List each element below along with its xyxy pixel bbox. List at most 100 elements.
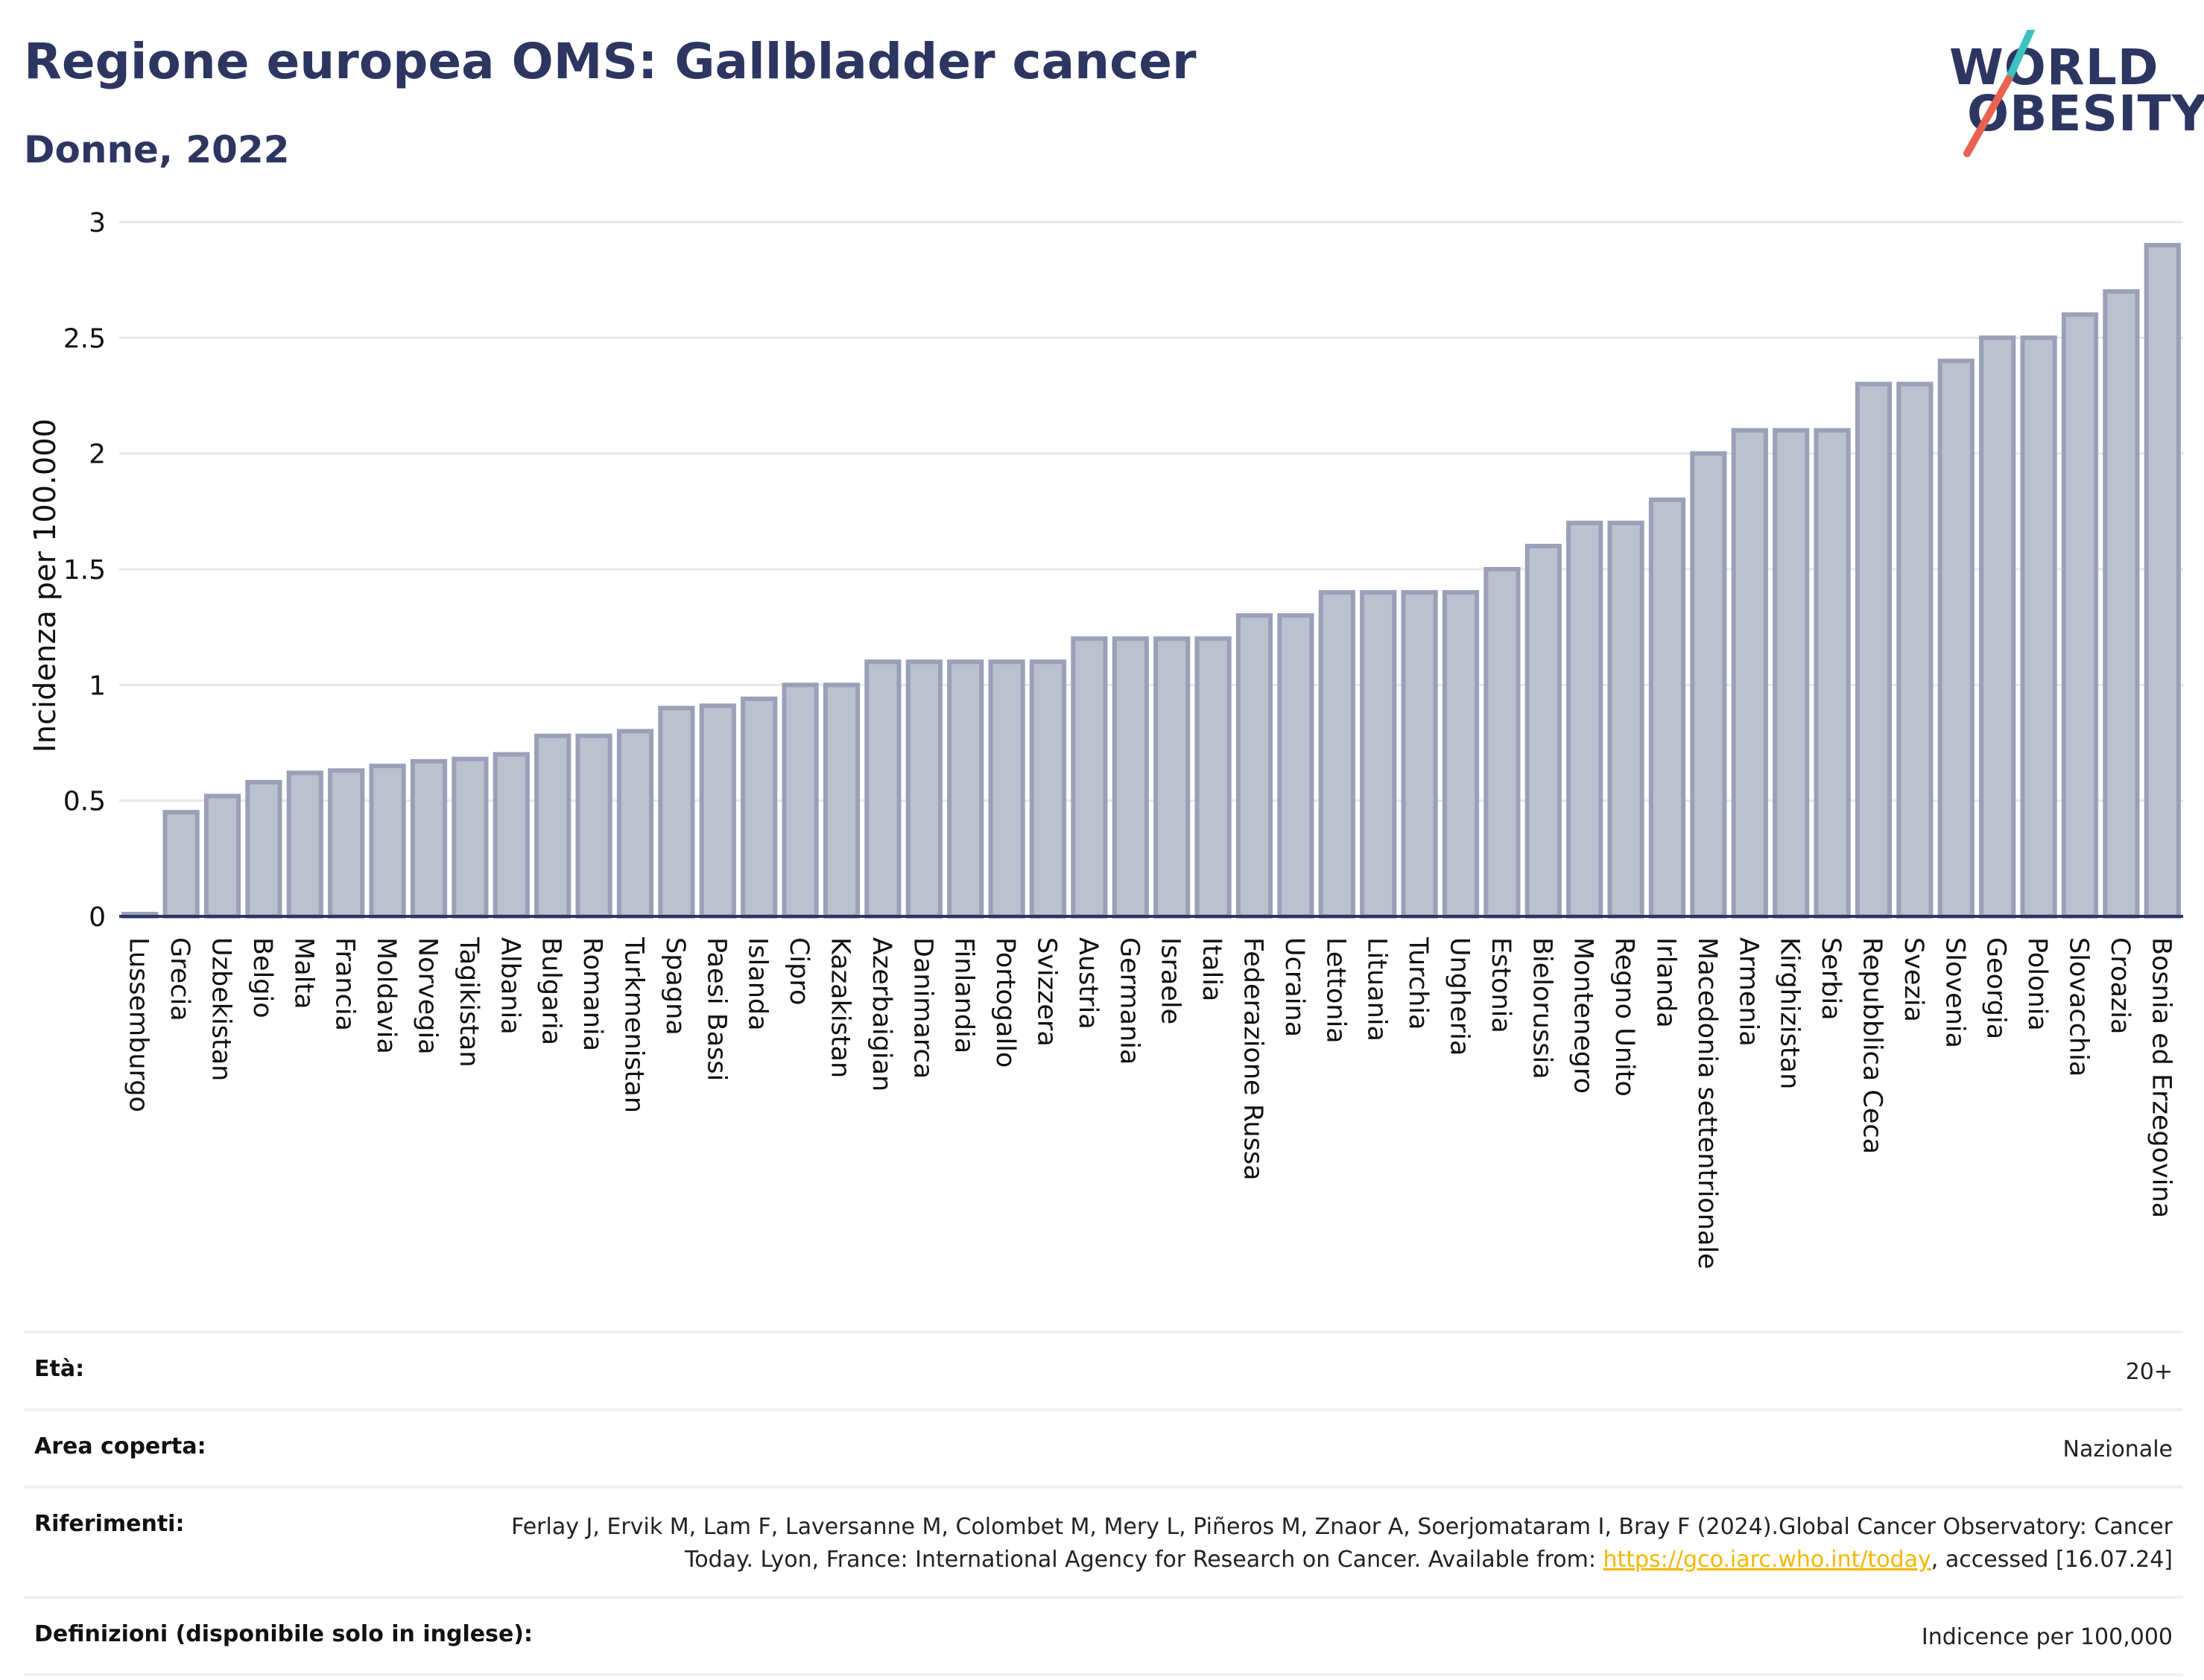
x-tick-label: Italia bbox=[1197, 937, 1226, 1001]
references-link[interactable]: https://gco.iarc.who.int/today bbox=[1603, 1547, 1931, 1573]
x-tick-label: Romania bbox=[577, 937, 607, 1051]
bar bbox=[782, 682, 819, 919]
chart-title: Regione europea OMS: Gallbladder cancer bbox=[24, 33, 1197, 90]
x-tick-label: Croazia bbox=[2105, 937, 2135, 1034]
x-tick-label: Turkmenistan bbox=[619, 936, 649, 1113]
bar bbox=[493, 752, 530, 919]
bar bbox=[823, 682, 861, 919]
bar bbox=[1607, 520, 1644, 919]
x-tick-label: Georgia bbox=[1981, 937, 2011, 1039]
x-tick-label: Germania bbox=[1114, 937, 1144, 1065]
bar bbox=[1690, 451, 1727, 919]
x-tick-label: Paesi Bassi bbox=[701, 937, 731, 1081]
x-tick-label: Portogallo bbox=[990, 937, 1020, 1068]
bar bbox=[1896, 381, 1934, 919]
x-tick-label: Bulgaria bbox=[536, 937, 566, 1045]
bar bbox=[328, 768, 365, 919]
x-tick-label: Ucraina bbox=[1279, 937, 1309, 1037]
x-tick-label: Norvegia bbox=[413, 937, 443, 1055]
age-label: Età: bbox=[34, 1356, 85, 1382]
x-tick-label: Estonia bbox=[1486, 937, 1516, 1033]
references-text-end: , accessed [16.07.24] bbox=[1931, 1547, 2173, 1573]
x-tick-label: Bielorussia bbox=[1527, 937, 1557, 1080]
definitions-label: Definizioni (disponibile solo in inglese… bbox=[34, 1621, 533, 1647]
y-tick-label: 2 bbox=[89, 440, 106, 470]
x-tick-label: Bosnia ed Erzegovina bbox=[2146, 937, 2176, 1218]
x-tick-label: Kazakistan bbox=[826, 937, 855, 1078]
info-row-area: Area coperta: Nazionale bbox=[24, 1408, 2183, 1486]
bar bbox=[2103, 289, 2140, 919]
x-tick-label: Svezia bbox=[1899, 937, 1928, 1022]
y-tick-label: 1 bbox=[89, 671, 106, 701]
x-tick-label: Svizzera bbox=[1032, 937, 1062, 1047]
y-tick-label: 0.5 bbox=[63, 787, 106, 817]
bar bbox=[1112, 636, 1149, 919]
x-tick-label: Francia bbox=[330, 937, 360, 1031]
x-axis-ticks: Lussemburgo Grecia Uzbekistan Belgio Malta Fr… bbox=[124, 936, 2176, 1269]
bar bbox=[988, 659, 1025, 919]
bar bbox=[410, 758, 448, 919]
bar bbox=[286, 770, 323, 919]
chart-subtitle: Donne, 2022 bbox=[24, 128, 290, 171]
bar bbox=[452, 756, 489, 919]
bar bbox=[2144, 243, 2181, 919]
area-value: Nazionale bbox=[2062, 1436, 2173, 1462]
x-tick-label: Finlandia bbox=[949, 937, 979, 1053]
bar bbox=[864, 659, 902, 919]
y-axis-ticks: 0 0.5 1 1.5 2 2.5 3 bbox=[63, 208, 106, 933]
x-tick-label: Austria bbox=[1073, 937, 1103, 1030]
bar bbox=[699, 703, 736, 919]
info-row-references: Riferimenti: Ferlay J, Ervik M, Lam F, L… bbox=[24, 1486, 2183, 1596]
y-tick-label: 0 bbox=[89, 902, 106, 933]
x-tick-label: Serbia bbox=[1816, 937, 1846, 1021]
bar bbox=[616, 729, 654, 919]
x-tick-label: Turchia bbox=[1403, 936, 1433, 1030]
bar bbox=[1360, 590, 1397, 919]
x-tick-label: Spagna bbox=[660, 937, 690, 1036]
bar bbox=[1648, 497, 1686, 919]
bar bbox=[534, 733, 571, 919]
bar bbox=[1071, 636, 1108, 919]
bar bbox=[1153, 636, 1191, 919]
references-value: Ferlay J, Ervik M, Lam F, Laversanne M, … bbox=[489, 1511, 2173, 1576]
x-tick-label: Lituania bbox=[1362, 937, 1392, 1042]
x-tick-label: Slovenia bbox=[1939, 937, 1969, 1048]
x-tick-label: Cipro bbox=[784, 937, 814, 1005]
bar bbox=[1401, 590, 1438, 919]
info-row-age: Età: 20+ bbox=[24, 1331, 2183, 1408]
area-label: Area coperta: bbox=[34, 1433, 206, 1459]
x-tick-label: Islanda bbox=[743, 937, 773, 1031]
bar bbox=[162, 810, 200, 919]
bar bbox=[1731, 428, 1768, 919]
bar bbox=[1855, 381, 1893, 919]
x-tick-label: Israele bbox=[1156, 937, 1185, 1024]
logo-slash-icon bbox=[1963, 30, 2035, 157]
x-tick-label: Polonia bbox=[2022, 937, 2052, 1031]
x-tick-label: Moldavia bbox=[371, 937, 401, 1054]
x-tick-label: Danimarca bbox=[908, 937, 937, 1079]
x-tick-label: Lussemburgo bbox=[124, 937, 153, 1112]
world-obesity-logo: WORLD OBESITY bbox=[1937, 30, 2204, 164]
x-tick-label: Uzbekistan bbox=[206, 937, 236, 1081]
bar bbox=[1814, 428, 1851, 919]
info-row-definitions: Definizioni (disponibile solo in inglese… bbox=[24, 1596, 2183, 1676]
logo-word-world: WORLD bbox=[1949, 39, 2159, 96]
y-tick-label: 3 bbox=[89, 208, 106, 238]
references-text: Ferlay J, Ervik M, Lam F, Laversanne M, … bbox=[511, 1514, 2173, 1573]
bar bbox=[1277, 613, 1314, 919]
age-value: 20+ bbox=[2125, 1359, 2173, 1385]
x-tick-label: Armenia bbox=[1733, 937, 1763, 1047]
bar bbox=[1937, 358, 1975, 919]
bar bbox=[658, 706, 695, 919]
x-tick-label: Albania bbox=[495, 937, 525, 1035]
x-tick-label: Slovacchia bbox=[2064, 937, 2094, 1077]
references-label: Riferimenti: bbox=[34, 1511, 185, 1537]
bar bbox=[575, 733, 612, 919]
bar bbox=[1773, 428, 1810, 919]
bar bbox=[2020, 335, 2057, 919]
bars bbox=[121, 243, 2181, 919]
bar bbox=[1235, 613, 1273, 919]
bar bbox=[203, 793, 241, 919]
x-tick-label: Repubblica Ceca bbox=[1858, 937, 1887, 1154]
bar bbox=[1524, 543, 1562, 919]
